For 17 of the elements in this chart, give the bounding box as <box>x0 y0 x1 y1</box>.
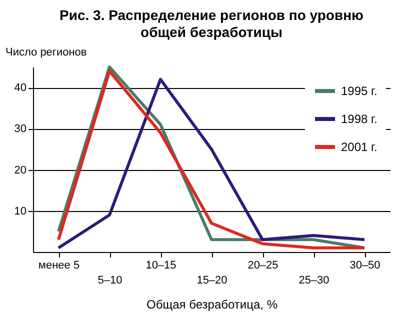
x-tick-label: 20–25 <box>248 260 278 272</box>
x-tick-label: 10–15 <box>146 260 176 272</box>
y-tick-label: 10 <box>14 205 26 218</box>
chart-title: Рис. 3. Распределение регионов по уровню общей безработицы <box>60 7 364 40</box>
legend-label: 2001 г. <box>341 140 378 154</box>
y-tick-label: 20 <box>14 164 26 176</box>
y-axis-title: Число регионов <box>6 46 87 58</box>
y-tick-label: 30 <box>14 123 26 136</box>
x-tick-label: 30–50 <box>350 260 380 272</box>
x-tick-label: 25–30 <box>298 274 330 286</box>
legend-label: 1998 г. <box>341 112 378 126</box>
x-tick-label: 15–20 <box>196 274 228 286</box>
x-tick-label: менее 5 <box>38 260 80 272</box>
legend-label: 1995 г. <box>341 84 378 98</box>
x-tick-label: 5–10 <box>98 274 122 286</box>
y-tick-label: 40 <box>14 82 26 94</box>
x-axis-title: Общая безработица, % <box>146 298 278 312</box>
